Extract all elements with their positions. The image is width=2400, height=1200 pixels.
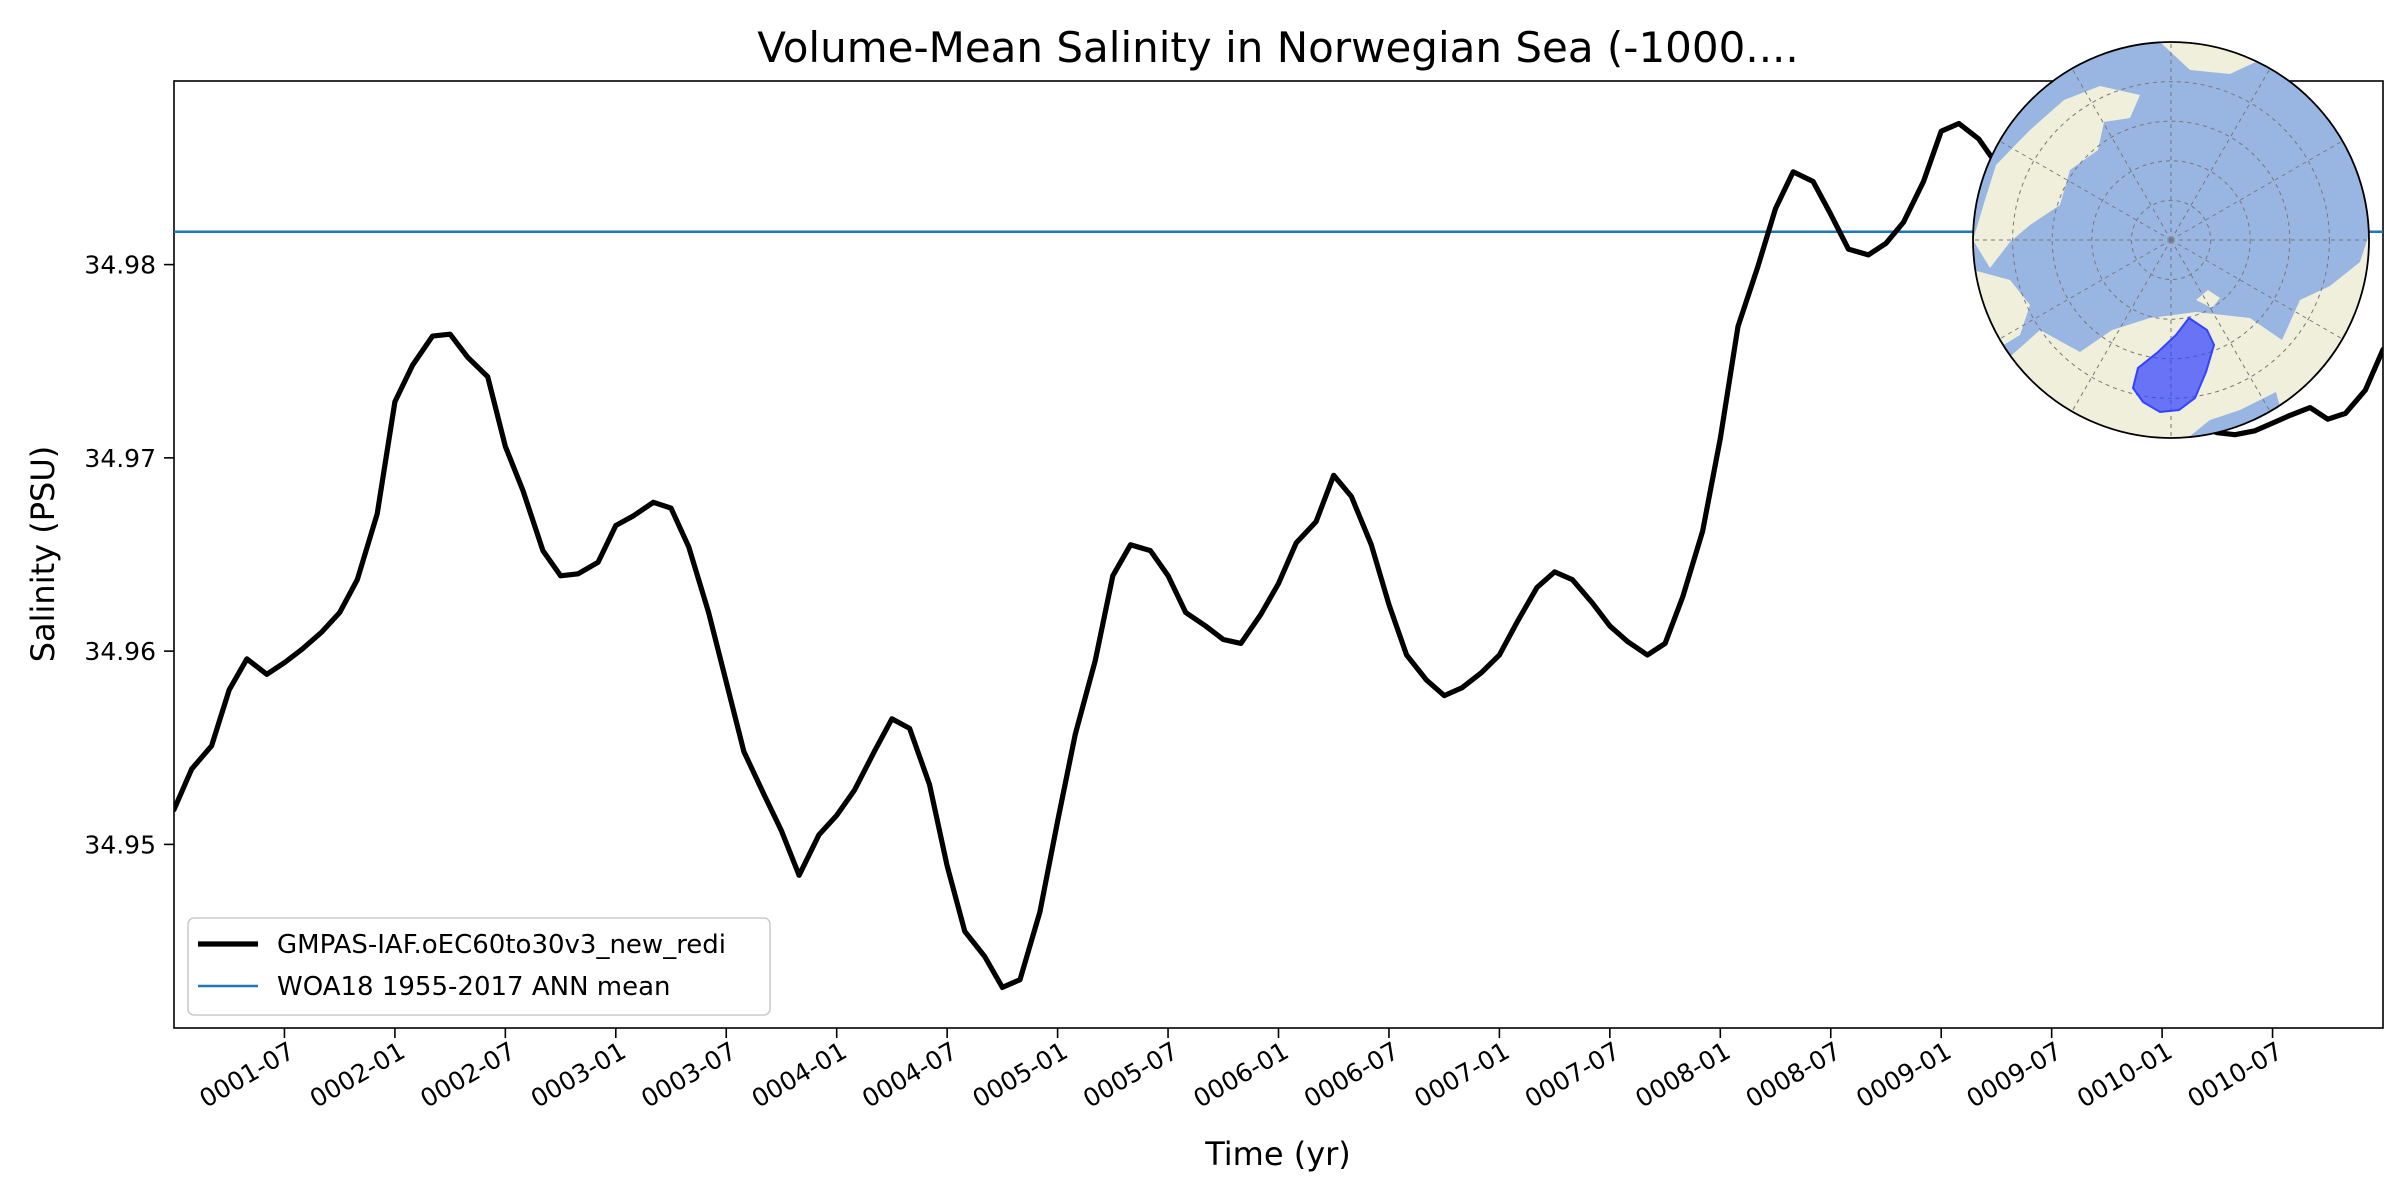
x-tick-label: 0003-07 [636, 1036, 741, 1113]
x-tick-label: 0008-01 [1630, 1036, 1735, 1113]
graticule-meridian [2071, 239, 2172, 412]
x-tick-label: 0003-01 [526, 1036, 631, 1113]
y-tick-label: 34.95 [84, 830, 156, 859]
y-axis-title: Salinity (PSU) [24, 446, 62, 663]
inset-map-border [1972, 41, 2370, 439]
inset-map-norwegian-sea-region [2131, 316, 2216, 414]
x-tick-label: 0005-01 [968, 1036, 1073, 1113]
graticule-meridian [2071, 68, 2172, 241]
x-tick-label: 0004-07 [857, 1036, 962, 1113]
graticule-meridian [2170, 140, 2343, 241]
inset-map-graticule [1973, 42, 2369, 438]
y-axis-ticks: 34.95 34.96 34.97 34.98 [84, 251, 174, 859]
x-tick-label: 0002-01 [305, 1036, 410, 1113]
x-tick-label: 0009-01 [1851, 1036, 1956, 1113]
inset-map-land-north-america [1973, 86, 2140, 268]
y-tick-label: 34.98 [84, 251, 156, 280]
x-tick-label: 0009-07 [1962, 1036, 2067, 1113]
y-tick-label: 34.96 [84, 637, 156, 666]
x-tick-label: 0008-07 [1741, 1036, 1846, 1113]
x-axis-title: Time (yr) [1204, 1135, 1351, 1173]
legend-label-model: GMPAS-IAF.oEC60to30v3_new_redi [277, 930, 726, 960]
graticule-parallel [2130, 199, 2212, 281]
inset-map-greenland [2100, 220, 2172, 270]
x-tick-label: 0010-01 [2072, 1036, 2177, 1113]
graticule-meridian [1999, 140, 2172, 241]
y-tick-label: 34.97 [84, 444, 156, 473]
graticule-meridian [2170, 239, 2343, 340]
inset-map-land-svalbard [2196, 290, 2220, 308]
x-tick-label: 0010-07 [2183, 1036, 2288, 1113]
graticule-meridian [2170, 68, 2271, 241]
legend-label-woa: WOA18 1955-2017 ANN mean [277, 972, 671, 1002]
chart-title: Volume-Mean Salinity in Norwegian Sea (-… [757, 23, 1799, 72]
graticule-meridian [1999, 239, 2172, 340]
x-axis-ticks: 0001-07 0002-01 0002-07 0003-01 0003-07 0004-… [194, 1028, 2288, 1113]
x-tick-label: 0007-01 [1409, 1036, 1514, 1113]
legend-box [187, 917, 771, 1016]
x-tick-label: 0004-01 [747, 1036, 852, 1113]
north-polar-stereographic-globe-icon [1972, 41, 2370, 439]
x-tick-label: 0005-07 [1078, 1036, 1183, 1113]
legend: GMPAS-IAF.oEC60to30v3_new_redi WOA18 195… [187, 917, 771, 1016]
graticule-meridian [2170, 239, 2271, 412]
x-tick-label: 0007-07 [1520, 1036, 1625, 1113]
x-tick-label: 0006-01 [1189, 1036, 1294, 1113]
x-tick-label: 0006-07 [1299, 1036, 1404, 1113]
graticule-parallel [2091, 160, 2251, 320]
x-tick-label: 0002-07 [415, 1036, 520, 1113]
x-tick-label: 0001-07 [194, 1036, 299, 1113]
